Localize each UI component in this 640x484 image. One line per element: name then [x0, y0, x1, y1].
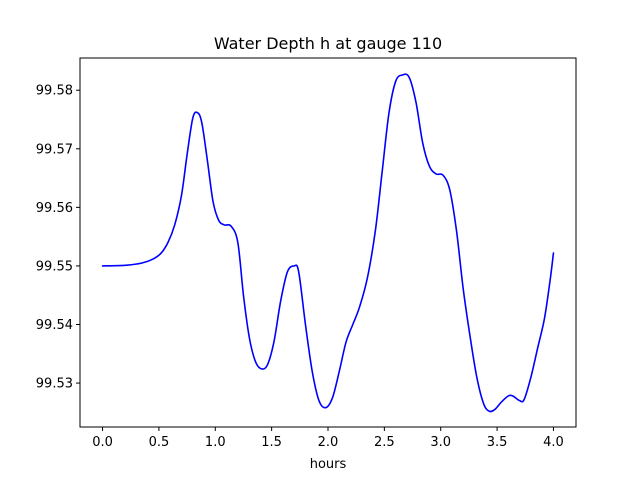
y-tick-label: 99.54 [36, 318, 73, 333]
x-tick-label: 3.0 [430, 435, 451, 450]
x-tick-label: 3.5 [487, 435, 508, 450]
series-line-0 [101, 73, 555, 413]
x-tick-label: 0.0 [92, 435, 113, 450]
x-tick-label: 4.0 [543, 435, 564, 450]
x-tick-label: 1.5 [261, 435, 282, 450]
y-tick-label: 99.55 [36, 259, 73, 274]
chart-title: Water Depth h at gauge 110 [214, 34, 442, 53]
y-tick-label: 99.58 [36, 84, 73, 99]
x-axis-label: hours [310, 457, 347, 472]
y-tick-label: 99.53 [36, 377, 73, 392]
plot-area [101, 73, 555, 413]
x-tick-label: 1.0 [205, 435, 226, 450]
x-tick-label: 2.5 [374, 435, 395, 450]
y-tick-label: 99.57 [36, 142, 73, 157]
x-axis: 0.0 0.5 1.0 1.5 2.0 2.5 3.0 3.5 4.0 [92, 427, 564, 450]
y-axis: 99.53 99.54 99.55 99.56 99.57 99.58 [36, 84, 80, 392]
x-tick-label: 2.0 [318, 435, 339, 450]
y-tick-label: 99.56 [36, 201, 73, 216]
x-tick-label: 0.5 [149, 435, 170, 450]
